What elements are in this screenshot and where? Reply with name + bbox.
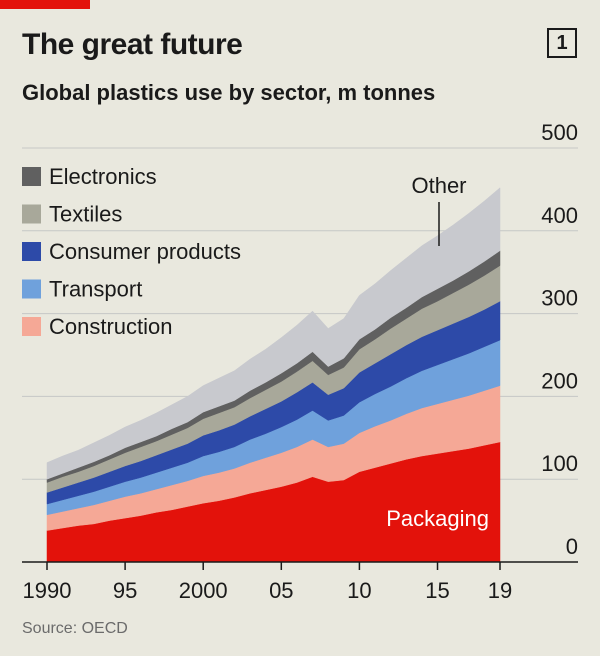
legend-label-consumer-products: Consumer products: [49, 239, 241, 264]
axes: 0 100 200 300 400 500 1990 95 2000 05 10 15 19: [22, 120, 578, 603]
legend-swatch-textiles: [22, 204, 41, 224]
chart-title: The great future: [22, 28, 243, 61]
legend-label-transport: Transport: [49, 277, 142, 302]
legend-swatch-consumer-products: [22, 242, 41, 261]
x-tick-label: 2000: [179, 578, 228, 603]
x-tick-label: 05: [269, 578, 293, 603]
y-tick-label: 100: [541, 451, 578, 476]
legend-swatch-construction: [22, 317, 41, 336]
annotations: Packaging Other: [386, 173, 489, 531]
annotation-other: Other: [411, 173, 466, 198]
brand-tag: [0, 0, 90, 9]
x-tick-label: 10: [347, 578, 371, 603]
x-tick-label: 95: [113, 578, 137, 603]
legend: Electronics Textiles Consumer products Tran…: [22, 164, 241, 339]
legend-label-electronics: Electronics: [49, 164, 157, 189]
area-other: [46, 187, 501, 480]
x-tick-label: 15: [425, 578, 449, 603]
legend-label-construction: Construction: [49, 314, 173, 339]
y-tick-label: 0: [566, 534, 578, 559]
annotation-packaging: Packaging: [386, 506, 489, 531]
x-tick-label: 1990: [23, 578, 72, 603]
legend-label-textiles: Textiles: [49, 202, 122, 227]
y-tick-label: 300: [541, 286, 578, 311]
x-tick-label: 19: [488, 578, 512, 603]
chart-number-badge: 1: [547, 28, 577, 58]
y-tick-label: 400: [541, 203, 578, 228]
y-tick-label: 500: [541, 120, 578, 145]
legend-swatch-transport: [22, 279, 41, 299]
source-note: Source: OECD: [22, 620, 128, 637]
area-series: [46, 187, 501, 563]
chart-subtitle: Global plastics use by sector, m tonnes: [22, 80, 436, 105]
y-tick-label: 200: [541, 368, 578, 393]
legend-swatch-electronics: [22, 167, 41, 186]
